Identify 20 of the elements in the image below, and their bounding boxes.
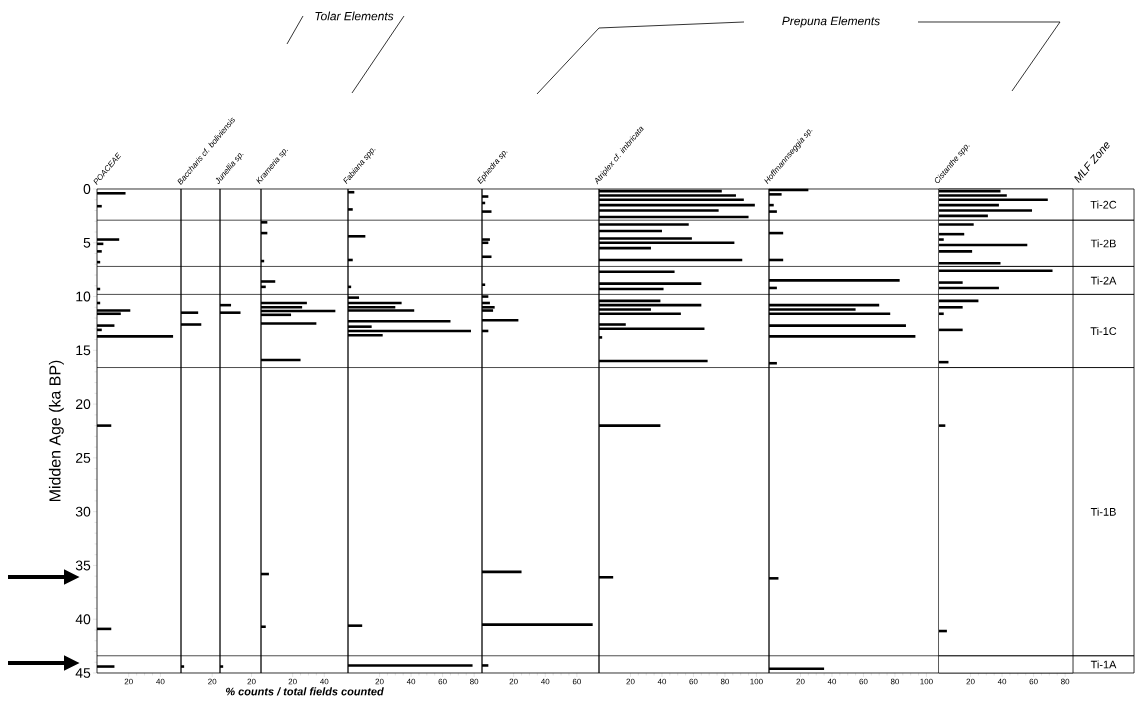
y-tick-label: 45 [75, 668, 91, 678]
band-label: Ti-2C [1090, 200, 1117, 209]
band-label: Ti-1C [1090, 326, 1117, 335]
y-tick-label: 35 [75, 560, 91, 571]
band-label: Ti-1A [1090, 660, 1117, 669]
y-tick-label: 30 [75, 506, 91, 517]
band-label: Ti-1B [1090, 507, 1116, 516]
y-tick-label: 0 [83, 184, 91, 194]
y-tick-label: 10 [76, 291, 91, 302]
band-label: Ti-2A [1090, 276, 1117, 285]
x-axis-title: % counts / total fields counted [225, 687, 384, 696]
band-label: Ti-2B [1090, 239, 1116, 248]
y-axis-title: Midden Age (ka BP) [48, 360, 64, 501]
text: Tolar Elements [315, 11, 394, 21]
y-tick-label: 5 [83, 237, 91, 248]
y-tick-label: 40 [75, 614, 91, 625]
y-tick-label: 15 [76, 345, 91, 356]
text: Prepuna Elements [782, 16, 880, 28]
y-tick-label: 20 [76, 399, 91, 410]
y-tick-label: 25 [76, 452, 91, 463]
